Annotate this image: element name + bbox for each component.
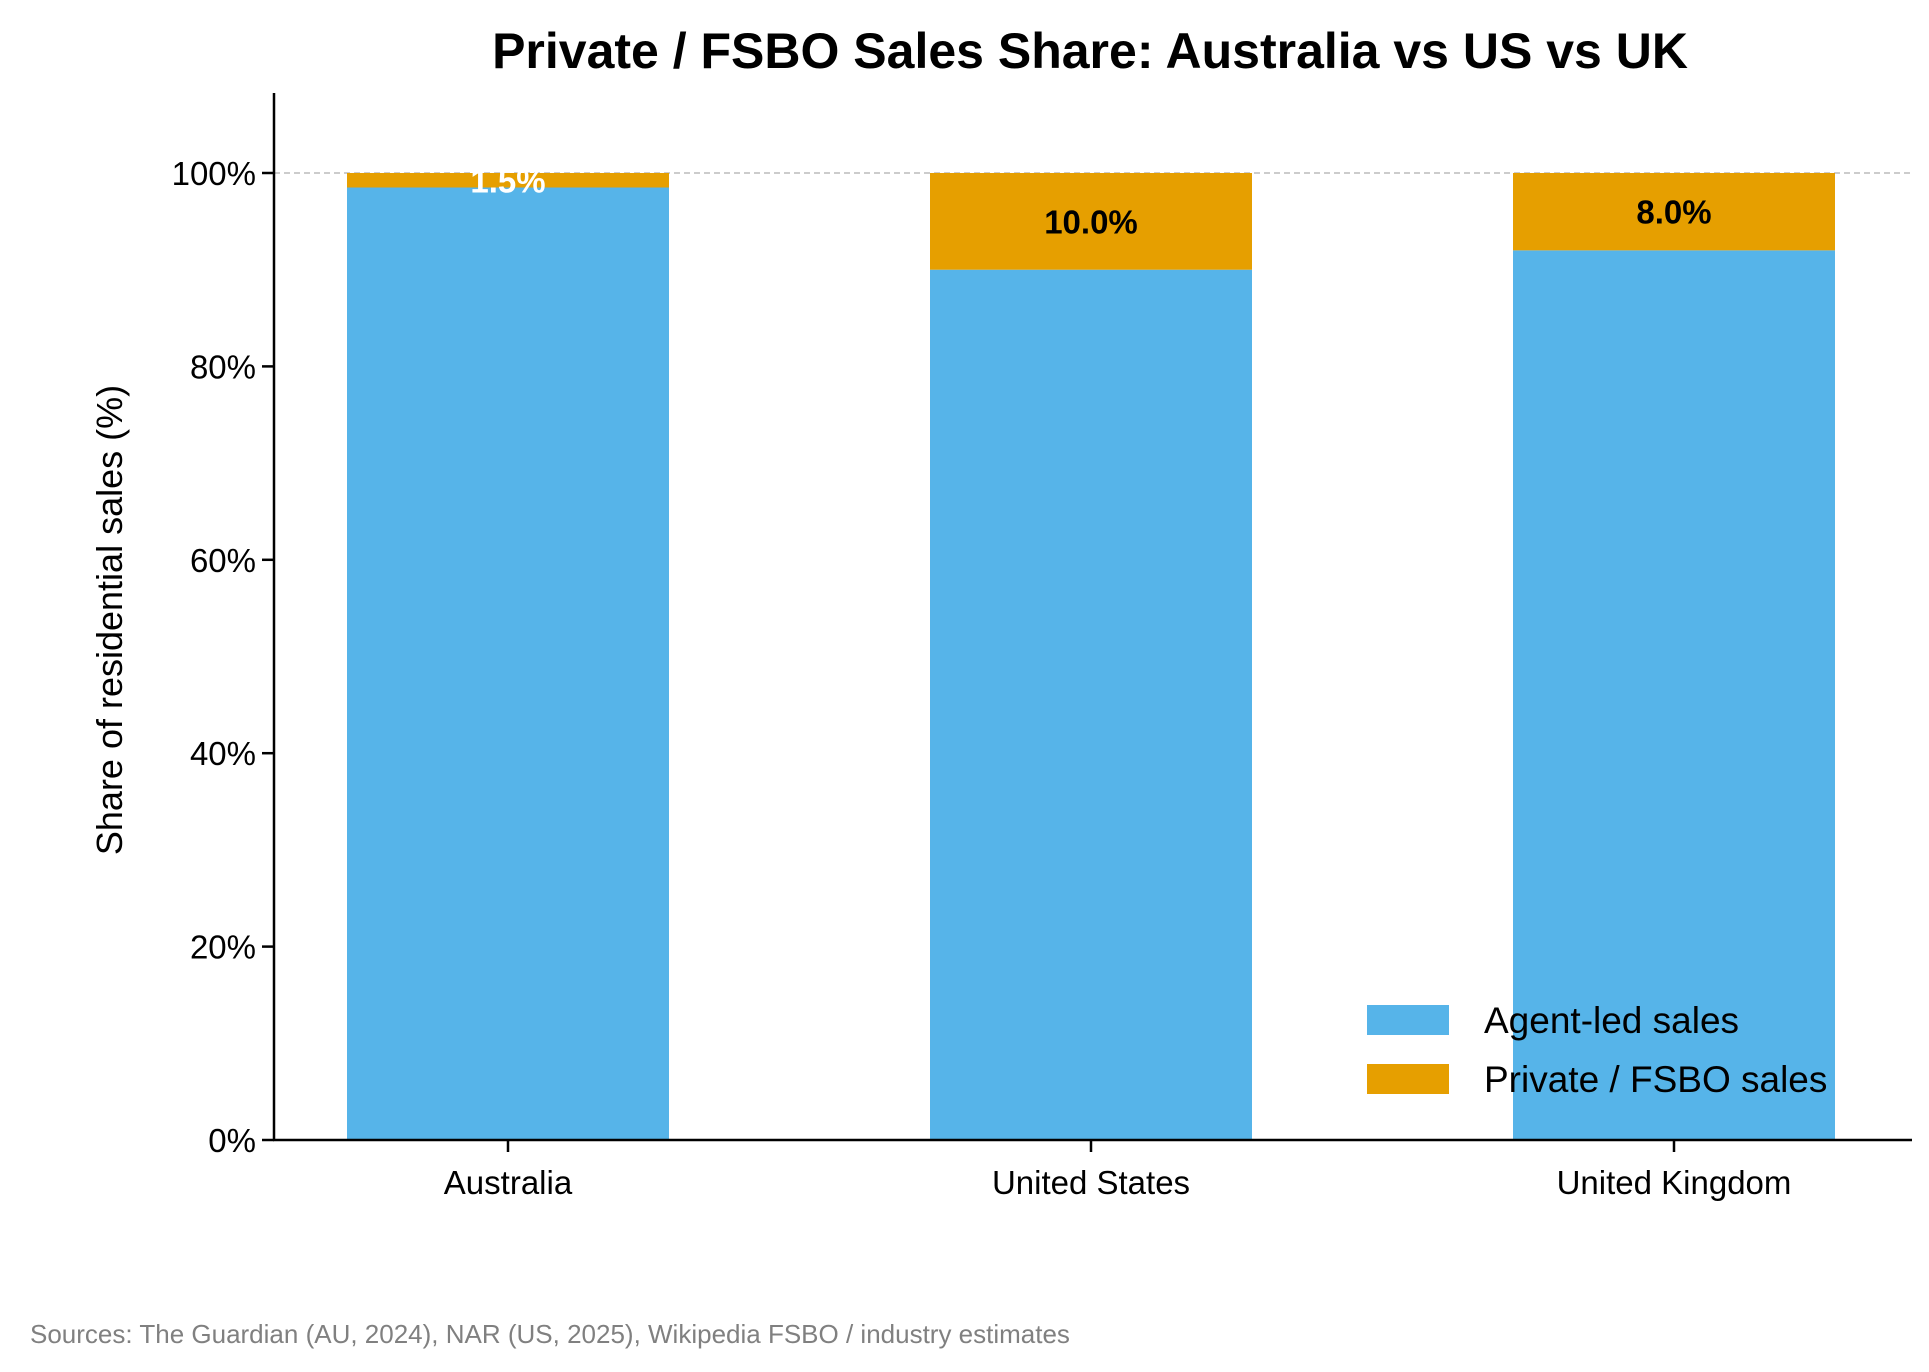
x-tick-label: United States (992, 1164, 1190, 1201)
legend-swatch-agent-led (1367, 1005, 1449, 1035)
bar-agent-led-united-states (930, 269, 1252, 1140)
bar-private-fsbo-united-kingdom (1513, 173, 1835, 251)
legend-label-private-fsbo: Private / FSBO sales (1484, 1059, 1827, 1100)
y-tick-label: 40% (190, 735, 256, 772)
y-tick-label: 60% (190, 542, 256, 579)
x-ticks-layer: Australia United States United Kingdom (444, 1140, 1792, 1201)
legend-label-agent-led: Agent-led sales (1484, 1000, 1739, 1041)
x-tick-label: Australia (444, 1164, 573, 1201)
chart-title: Private / FSBO Sales Share: Australia vs… (492, 23, 1688, 79)
y-ticks-layer: 0% 20% 40% 60% 80% 100% (172, 155, 274, 1159)
bar-agent-led-united-kingdom (1513, 250, 1835, 1141)
data-label-united-states: 10.0% (1044, 203, 1138, 240)
y-tick-label: 20% (190, 929, 256, 966)
y-axis-label: Share of residential sales (%) (89, 385, 130, 855)
source-note: Sources: The Guardian (AU, 2024), NAR (U… (30, 1319, 1070, 1349)
bars-layer (347, 173, 1835, 1141)
bar-agent-led-australia (347, 187, 669, 1140)
y-tick-label: 100% (172, 155, 256, 192)
x-tick-label: United Kingdom (1557, 1164, 1792, 1201)
legend: Agent-led sales Private / FSBO sales (1367, 1000, 1827, 1100)
data-label-united-kingdom: 8.0% (1636, 194, 1711, 231)
data-labels-layer: 1.5% 10.0% 8.0% (470, 162, 1711, 240)
y-tick-label: 80% (190, 348, 256, 385)
bar-private-fsbo-united-states (930, 173, 1252, 270)
bar-private-fsbo-australia (347, 173, 669, 188)
data-label-australia: 1.5% (470, 162, 545, 199)
legend-swatch-private-fsbo (1367, 1064, 1449, 1094)
y-tick-label: 0% (208, 1122, 256, 1159)
